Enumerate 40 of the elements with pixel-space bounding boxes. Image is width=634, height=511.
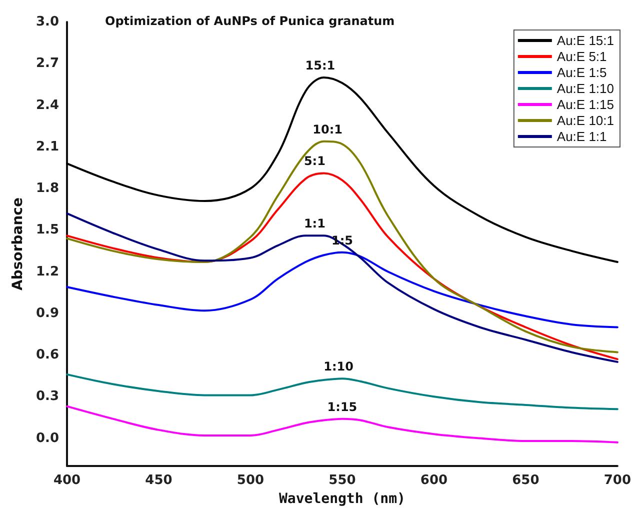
legend-label: Au:E 1:1	[556, 129, 607, 144]
y-tick-label: 3.0	[36, 14, 59, 30]
annotation: 1:10	[324, 360, 354, 374]
x-tick-label: 400	[53, 473, 81, 488]
line-series	[66, 76, 618, 264]
legend-label: Au:E 5:1	[556, 49, 607, 64]
line-series	[66, 172, 618, 360]
x-tick-label: 450	[145, 473, 172, 488]
annotation: 1:15	[327, 400, 358, 414]
x-tick-label: 550	[328, 473, 356, 488]
legend-label: Au:E 1:10	[556, 81, 614, 96]
annotation: 5:1	[304, 154, 326, 168]
x-tick-label: 650	[512, 473, 540, 488]
line-series	[66, 251, 618, 328]
legend-label: Au:E 10:1	[556, 113, 614, 128]
line-series	[66, 212, 618, 363]
x-tick-label: 700	[604, 473, 631, 488]
annotation: 1:1	[304, 216, 326, 231]
x-tick-label: 500	[236, 473, 264, 488]
y-tick-label: 1.8	[36, 181, 59, 196]
legend-label: Au:E 15:1	[556, 33, 614, 48]
y-tick-label: 2.4	[36, 98, 59, 113]
y-axis-title: Absorbance	[10, 198, 26, 290]
line-series	[66, 140, 618, 354]
y-tick-label: 0.0	[36, 430, 59, 446]
y-tick-label: 0.6	[36, 348, 59, 362]
y-tick-label: 1.2	[36, 264, 59, 280]
y-tick-label: 0.9	[36, 306, 59, 321]
legend-label: Au:E 1:5	[556, 65, 607, 80]
chart-title: Optimization of AuNPs of Punica granatum	[105, 14, 395, 28]
y-tick-label: 1.5	[36, 222, 59, 238]
annotation: 10:1	[312, 122, 342, 136]
x-tick-label: 600	[420, 473, 448, 488]
legend-label: Au:E 1:15	[556, 97, 614, 112]
y-tick-label: 2.7	[36, 56, 59, 72]
line-series	[66, 373, 618, 410]
x-axis-title: Wavelength (nm)	[278, 491, 406, 507]
annotation: 15:1	[305, 58, 336, 72]
y-tick-label: 0.3	[36, 389, 59, 404]
y-tick-label: 2.1	[36, 139, 59, 154]
